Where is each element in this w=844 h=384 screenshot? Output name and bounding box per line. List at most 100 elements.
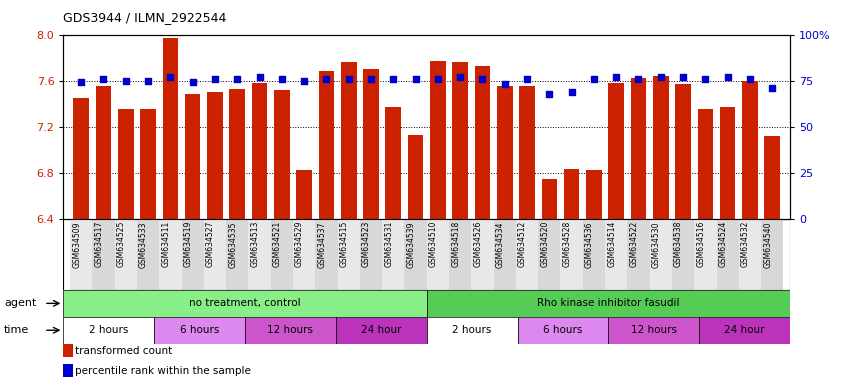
Bar xyxy=(63,364,73,376)
Bar xyxy=(516,219,538,290)
Bar xyxy=(649,219,671,290)
Text: GSM634528: GSM634528 xyxy=(562,221,571,267)
Text: GSM634537: GSM634537 xyxy=(317,221,326,268)
Point xyxy=(386,76,399,82)
Point xyxy=(542,91,555,97)
Bar xyxy=(652,76,668,384)
Bar xyxy=(318,71,334,384)
Bar xyxy=(471,219,493,290)
Bar xyxy=(626,219,649,290)
Text: GSM634521: GSM634521 xyxy=(273,221,282,267)
Bar xyxy=(245,317,336,344)
Point xyxy=(743,76,756,82)
Text: agent: agent xyxy=(4,298,36,308)
Point xyxy=(430,76,444,82)
Text: GSM634533: GSM634533 xyxy=(139,221,148,268)
Point xyxy=(520,76,533,82)
Text: GSM634509: GSM634509 xyxy=(72,221,81,268)
Point xyxy=(653,74,667,80)
Bar xyxy=(315,219,337,290)
Bar xyxy=(296,170,311,384)
Text: GSM634519: GSM634519 xyxy=(183,221,192,267)
Text: GSM634538: GSM634538 xyxy=(674,221,682,267)
Text: 2 hours: 2 hours xyxy=(452,325,491,335)
Bar xyxy=(337,219,360,290)
Bar xyxy=(719,107,734,384)
Bar xyxy=(203,219,226,290)
Bar xyxy=(671,219,694,290)
Bar xyxy=(426,219,448,290)
Bar xyxy=(408,135,423,384)
Text: GSM634530: GSM634530 xyxy=(651,221,660,268)
Text: 12 hours: 12 hours xyxy=(630,325,676,335)
Bar xyxy=(586,170,601,384)
Text: GSM634540: GSM634540 xyxy=(762,221,771,268)
Point xyxy=(297,78,311,84)
Bar xyxy=(137,219,159,290)
Bar xyxy=(140,109,155,384)
Bar xyxy=(738,219,760,290)
Bar xyxy=(608,317,699,344)
Text: GSM634529: GSM634529 xyxy=(295,221,304,267)
Point xyxy=(698,76,711,82)
Point xyxy=(765,85,778,91)
Point xyxy=(564,89,577,95)
Bar xyxy=(697,109,712,384)
Text: no treatment, control: no treatment, control xyxy=(189,298,300,308)
Point xyxy=(609,74,622,80)
Text: GSM634518: GSM634518 xyxy=(451,221,460,267)
Bar xyxy=(517,317,608,344)
Text: 6 hours: 6 hours xyxy=(543,325,582,335)
Bar xyxy=(115,219,137,290)
Bar xyxy=(630,78,646,384)
Point xyxy=(230,76,244,82)
Bar xyxy=(154,317,245,344)
Bar xyxy=(73,98,89,384)
Bar xyxy=(185,94,200,384)
Bar xyxy=(70,219,92,290)
Bar xyxy=(426,290,789,317)
Bar xyxy=(226,219,248,290)
Text: time: time xyxy=(4,325,30,335)
Text: percentile rank within the sample: percentile rank within the sample xyxy=(75,366,251,376)
Bar xyxy=(760,219,782,290)
Bar xyxy=(474,66,490,384)
Point xyxy=(275,76,289,82)
Point xyxy=(186,79,199,86)
Bar xyxy=(118,109,133,384)
Text: 2 hours: 2 hours xyxy=(89,325,128,335)
Text: GSM634517: GSM634517 xyxy=(95,221,103,267)
Text: GSM634534: GSM634534 xyxy=(495,221,504,268)
Bar xyxy=(95,86,111,384)
Text: GSM634516: GSM634516 xyxy=(695,221,705,267)
Bar xyxy=(699,317,789,344)
Text: GSM634535: GSM634535 xyxy=(228,221,237,268)
Bar xyxy=(63,344,73,357)
Bar xyxy=(604,219,626,290)
Point xyxy=(96,76,110,82)
Bar xyxy=(741,81,757,384)
Text: GSM634526: GSM634526 xyxy=(473,221,482,267)
Bar xyxy=(582,219,604,290)
Point xyxy=(319,76,333,82)
Bar xyxy=(716,219,738,290)
Bar xyxy=(381,219,404,290)
Point xyxy=(475,76,489,82)
Text: transformed count: transformed count xyxy=(75,346,172,356)
Text: GSM634532: GSM634532 xyxy=(740,221,749,267)
Text: GSM634522: GSM634522 xyxy=(629,221,638,267)
Point xyxy=(675,74,689,80)
Bar xyxy=(518,86,534,384)
Bar xyxy=(496,86,512,384)
Point xyxy=(364,76,377,82)
Bar xyxy=(273,90,289,384)
Point xyxy=(342,76,355,82)
Text: 6 hours: 6 hours xyxy=(180,325,219,335)
Bar xyxy=(336,317,426,344)
Bar xyxy=(426,317,517,344)
Point xyxy=(208,76,221,82)
Bar xyxy=(608,83,623,384)
Point xyxy=(720,74,733,80)
Bar xyxy=(63,290,426,317)
Bar xyxy=(563,169,579,384)
